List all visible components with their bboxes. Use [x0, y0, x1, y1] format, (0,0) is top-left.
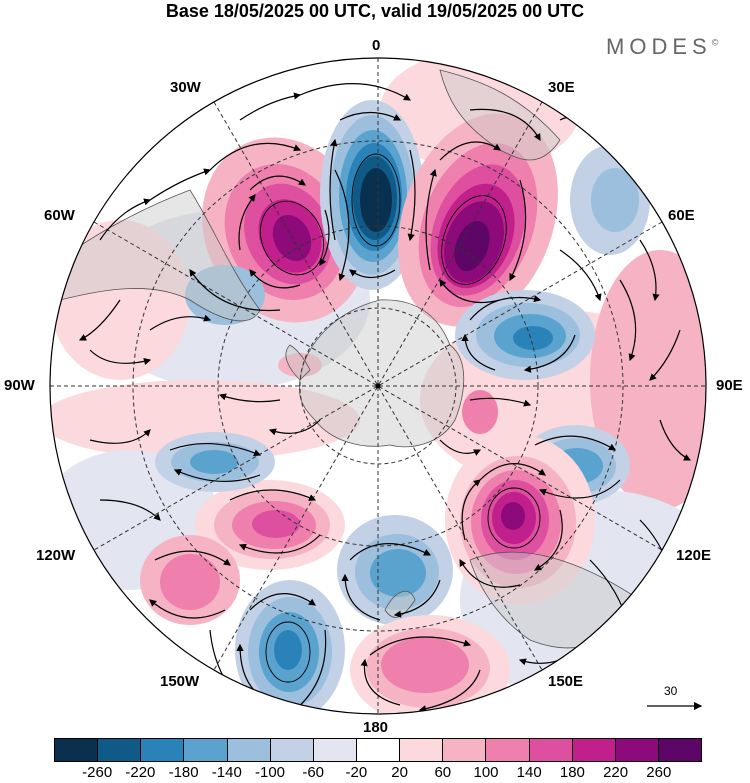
lon-label-30w: 30W [170, 79, 201, 96]
lon-label-30e: 30E [548, 79, 575, 96]
logo-mark: © [711, 37, 719, 48]
colorbar-swatch [571, 739, 615, 761]
lon-label-60w: 60W [44, 207, 75, 224]
lon-label-120e: 120E [676, 547, 712, 564]
colorbar-swatch [442, 739, 486, 761]
lon-label-90w: 90W [4, 377, 35, 394]
colorbar-tick-label: 140 [516, 764, 542, 781]
lon-label-120w: 120W [36, 547, 76, 564]
wind-vectors [78, 83, 692, 713]
antarctic-peninsula [285, 344, 311, 381]
colorbar-tick-label: 20 [391, 764, 408, 781]
colorbar-swatch [657, 739, 702, 761]
reference-vector-value: 30 [664, 684, 678, 698]
colorbar-tick-label: -140 [211, 764, 242, 781]
blue-vortex-e [455, 290, 595, 380]
anomaly-field [50, 58, 706, 714]
colorbar-tick-label: 100 [473, 764, 499, 781]
colorbar-tick-label: -60 [302, 764, 325, 781]
graticule [50, 58, 706, 714]
lon-label-150w: 150W [160, 673, 200, 690]
colorbar-tick-label: -220 [125, 764, 156, 781]
blue-vortex-s [337, 515, 453, 625]
colorbar-swatch [269, 739, 313, 761]
reference-vector-arrow [647, 701, 703, 711]
pink-vortex-nw [202, 137, 368, 323]
lon-label-150e: 150E [548, 673, 584, 690]
blue-vortex-w [155, 265, 275, 492]
colorbar-swatch [312, 739, 356, 761]
purple-vortex-ne [398, 113, 558, 327]
colorbar-swatch [485, 739, 529, 761]
lon-label-60e: 60E [668, 207, 695, 224]
pink-vortex-sw [140, 480, 345, 625]
colorbar-ticks: -260 -220 -180 -140 -100 -60 -20 20 60 100 140 180 2… [0, 764, 750, 782]
south-pole-marker [375, 383, 381, 389]
colorbar-tick-label: -100 [254, 764, 286, 781]
logo-text: MODES [606, 34, 712, 59]
purple-vortex-se [445, 435, 595, 605]
map-boundary [49, 57, 707, 715]
colorbar-tick-label: -260 [82, 764, 113, 781]
new-zealand [384, 590, 416, 618]
colorbar-swatch [183, 739, 227, 761]
colorbar-tick-label: -180 [168, 764, 199, 781]
lon-label-180: 180 [363, 719, 389, 736]
colorbar-swatch [355, 739, 400, 761]
map-title: Base 18/05/2025 00 UTC, valid 19/05/2025… [165, 1, 585, 21]
colorbar [54, 738, 702, 762]
blue-vortex-sw [235, 580, 345, 714]
colorbar-swatch [226, 739, 270, 761]
colorbar-swatch [140, 739, 184, 761]
pink-vortex-s [350, 615, 510, 714]
polar-map [49, 57, 707, 715]
lon-label-0: 0 [372, 37, 381, 54]
colorbar-swatch [528, 739, 572, 761]
blue-vortex-n [320, 100, 424, 290]
colorbar-tick-label: 60 [434, 764, 452, 781]
colorbar-tick-label: 180 [559, 764, 585, 781]
lon-label-90e: 90E [716, 377, 743, 394]
contours [259, 153, 541, 683]
colorbar-swatch [614, 739, 658, 761]
colorbar-swatch [399, 739, 443, 761]
colorbar-swatch [97, 739, 141, 761]
colorbar-tick-label: 220 [603, 764, 629, 781]
colorbar-swatch [55, 739, 98, 761]
africa [439, 69, 561, 161]
landmasses [59, 69, 641, 649]
colorbar-tick-label: 260 [646, 764, 672, 781]
antarctica [298, 299, 465, 448]
colorbar-tick-label: -20 [345, 764, 368, 781]
modes-logo: MODES© [606, 34, 718, 60]
